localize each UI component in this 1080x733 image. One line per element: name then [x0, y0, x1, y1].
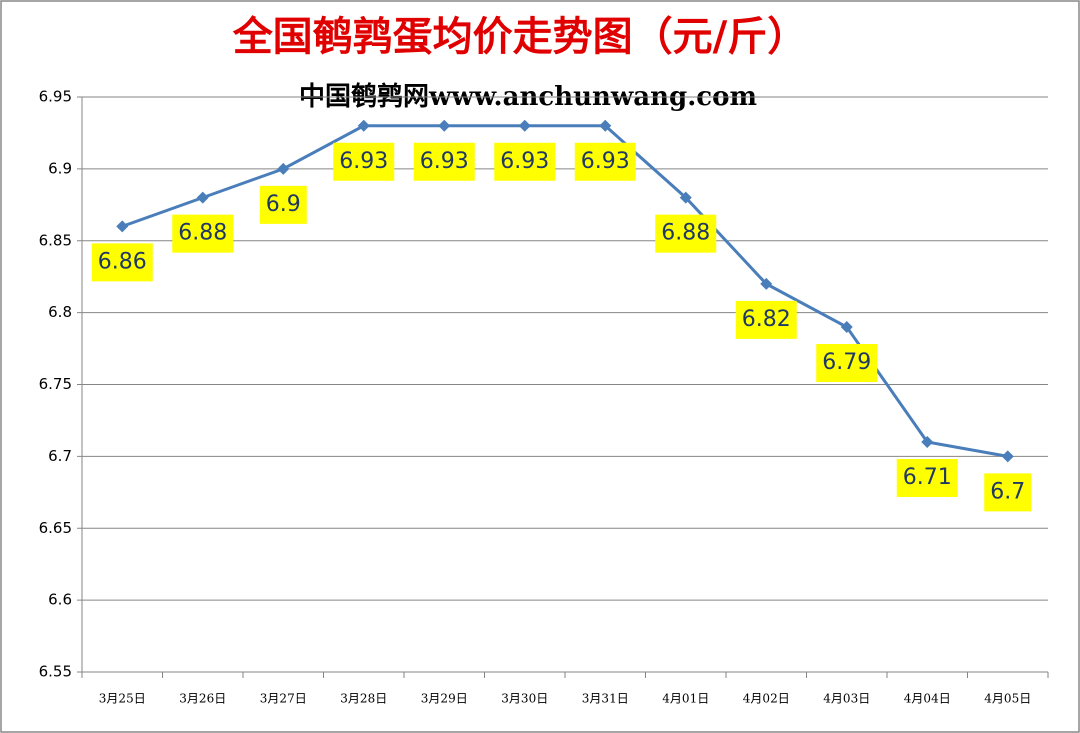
point-marker — [760, 277, 773, 290]
point-marker — [357, 119, 370, 132]
y-tick-label: 6.55 — [39, 663, 72, 681]
value-label-box — [735, 300, 797, 339]
x-tick-label: 3月28日 — [340, 692, 387, 706]
value-label: 6.86 — [98, 249, 147, 274]
y-tick-label: 6.95 — [39, 88, 72, 106]
x-tick-label: 3月31日 — [582, 692, 629, 706]
x-tick-label: 3月30日 — [501, 692, 548, 706]
value-label-box — [333, 142, 395, 181]
value-label-box — [896, 459, 958, 497]
y-tick-label: 6.8 — [48, 303, 72, 321]
value-label-box — [655, 214, 717, 253]
value-label: 6.93 — [420, 149, 469, 174]
x-tick-label: 3月27日 — [260, 692, 307, 706]
value-label-box — [259, 185, 307, 224]
x-tick-label: 3月29日 — [421, 692, 468, 706]
point-marker — [116, 220, 129, 233]
value-label: 6.93 — [581, 149, 630, 174]
x-tick-label: 4月01日 — [662, 692, 709, 706]
value-label-box — [91, 243, 153, 282]
point-marker — [1001, 450, 1014, 463]
value-label: 6.7 — [990, 479, 1025, 504]
y-tick-label: 6.65 — [39, 519, 72, 537]
value-label: 6.93 — [339, 149, 388, 174]
point-marker — [599, 119, 612, 132]
point-marker — [277, 162, 290, 175]
point-marker — [921, 436, 934, 448]
value-label: 6.88 — [178, 221, 227, 246]
value-label-box — [413, 142, 475, 181]
value-label: 6.9 — [266, 192, 301, 217]
point-marker — [196, 191, 209, 204]
x-tick-label: 3月26日 — [179, 692, 226, 706]
value-label: 6.79 — [822, 350, 871, 375]
y-tick-label: 6.9 — [48, 159, 72, 177]
value-label-box — [984, 473, 1032, 512]
point-marker — [840, 321, 853, 333]
value-label: 6.88 — [661, 221, 710, 246]
x-tick-label: 4月05日 — [984, 692, 1031, 706]
value-label-box — [172, 214, 234, 253]
point-marker — [679, 191, 692, 204]
value-label-box — [494, 142, 556, 181]
y-tick-label: 6.75 — [39, 375, 72, 393]
x-tick-label: 4月02日 — [743, 692, 790, 706]
value-label-box — [574, 142, 636, 181]
value-label: 6.82 — [742, 307, 791, 332]
point-marker — [518, 119, 531, 132]
x-tick-label: 4月04日 — [904, 692, 951, 706]
y-tick-label: 6.85 — [39, 231, 72, 249]
y-tick-label: 6.7 — [48, 447, 72, 465]
y-tick-label: 6.6 — [48, 591, 72, 609]
chart-title: 全国鹌鹑蛋均价走势图（元/斤） — [232, 13, 808, 60]
value-label: 6.93 — [500, 149, 549, 174]
point-marker — [438, 119, 451, 132]
value-label: 6.71 — [903, 465, 952, 490]
x-tick-label: 3月25日 — [99, 692, 146, 706]
x-tick-label: 4月03日 — [823, 692, 870, 706]
value-label-box — [816, 344, 878, 382]
